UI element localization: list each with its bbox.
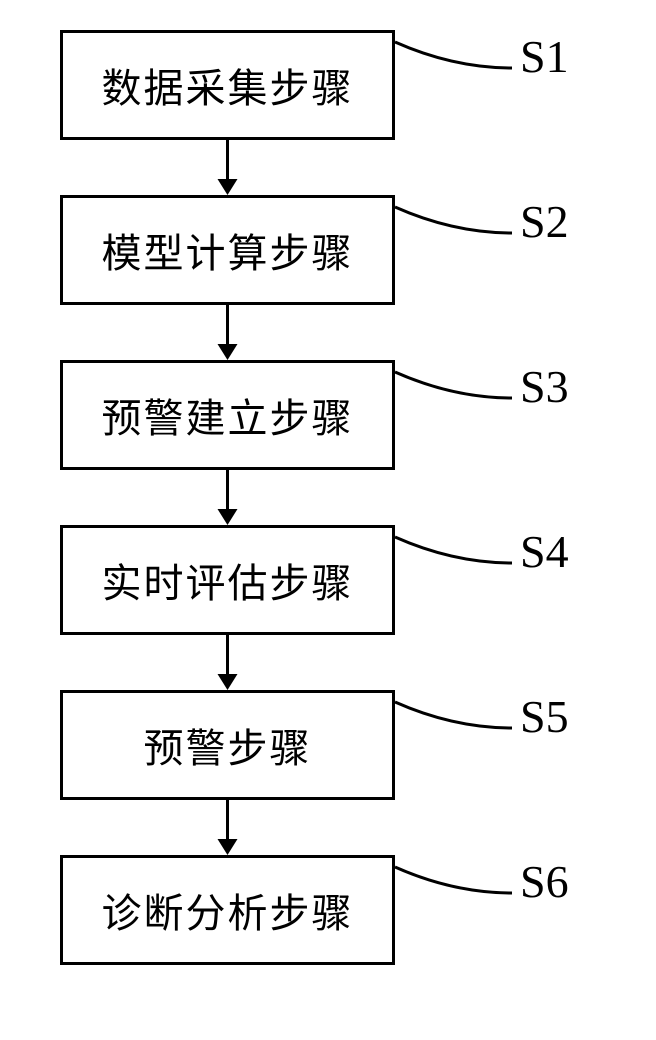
- step-text: 模型计算步骤: [102, 221, 354, 279]
- step-label-s2: S2: [520, 195, 569, 248]
- step-box-s3: 预警建立步骤: [60, 360, 395, 470]
- step-text: 预警步骤: [144, 716, 312, 774]
- step-text: 预警建立步骤: [102, 386, 354, 444]
- step-label-s3: S3: [520, 360, 569, 413]
- step-box-s2: 模型计算步骤: [60, 195, 395, 305]
- step-label-s6: S6: [520, 855, 569, 908]
- step-box-s4: 实时评估步骤: [60, 525, 395, 635]
- step-box-s1: 数据采集步骤: [60, 30, 395, 140]
- step-box-s5: 预警步骤: [60, 690, 395, 800]
- step-label-s4: S4: [520, 525, 569, 578]
- step-label-s1: S1: [520, 30, 569, 83]
- step-box-s6: 诊断分析步骤: [60, 855, 395, 965]
- flowchart-canvas: 数据采集步骤 模型计算步骤 预警建立步骤 实时评估步骤 预警步骤 诊断分析步骤 …: [0, 0, 656, 1040]
- step-label-s5: S5: [520, 690, 569, 743]
- step-text: 数据采集步骤: [102, 56, 354, 114]
- step-text: 实时评估步骤: [102, 551, 354, 609]
- step-text: 诊断分析步骤: [102, 881, 354, 939]
